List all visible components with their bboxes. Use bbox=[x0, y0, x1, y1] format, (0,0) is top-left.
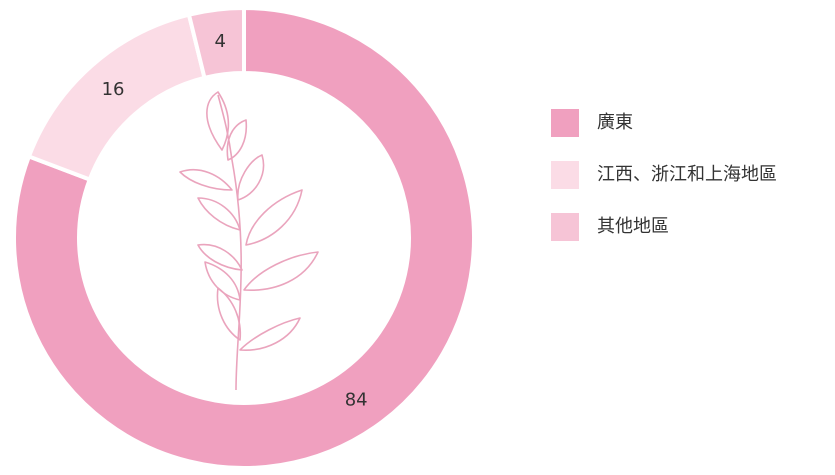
legend-swatch bbox=[551, 109, 579, 137]
data-label: 16 bbox=[102, 79, 125, 100]
legend-label: 其他地區 bbox=[597, 216, 669, 237]
legend-label: 江西、浙江和上海地區 bbox=[597, 164, 777, 185]
legend-swatch bbox=[551, 161, 579, 189]
data-label: 84 bbox=[345, 390, 368, 411]
legend-swatch bbox=[551, 213, 579, 241]
chart: 84 16 4 廣東江西、浙江和上海地區其他地區 bbox=[0, 0, 835, 471]
legend-label: 廣東 bbox=[597, 112, 633, 133]
data-label: 4 bbox=[214, 31, 225, 52]
leaf-illustration bbox=[180, 92, 318, 390]
